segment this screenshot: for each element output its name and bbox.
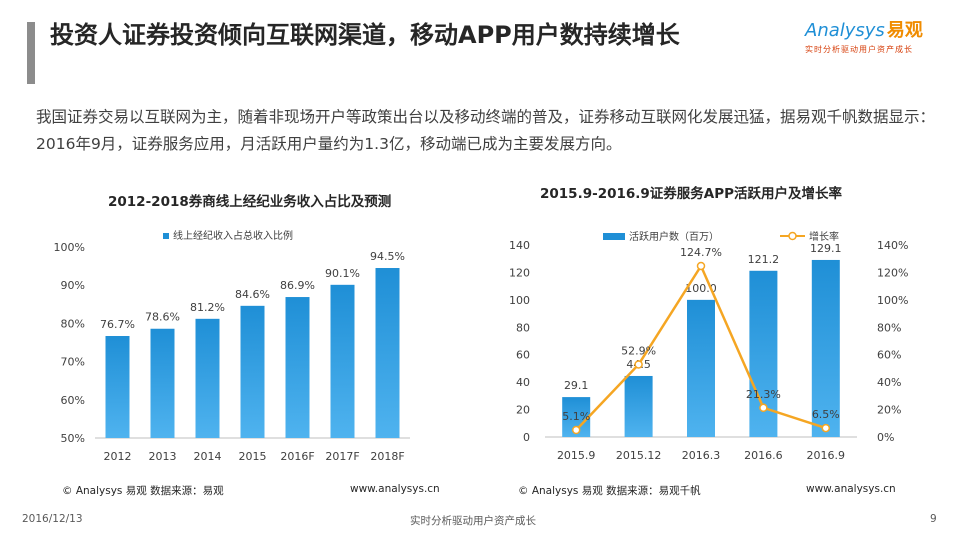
left-bar <box>330 284 355 438</box>
left-bar <box>375 268 400 438</box>
left-bar <box>105 336 130 438</box>
right-x-tick-label: 2016.6 <box>744 449 783 462</box>
left-bar-value-label: 76.7% <box>100 318 135 331</box>
right-growth-label: 21.3% <box>746 388 781 401</box>
left-bar-value-label: 86.9% <box>280 279 315 292</box>
left-legend-swatch <box>163 233 169 239</box>
right-growth-point <box>634 360 643 369</box>
right-bar <box>624 375 653 437</box>
left-x-tick-label: 2015 <box>239 450 267 463</box>
right-growth-point <box>759 403 768 413</box>
left-bar-value-label: 78.6% <box>145 311 180 324</box>
right-right-y-tick-label: 40% <box>877 376 901 389</box>
right-left-y-tick-label: 40 <box>516 376 530 389</box>
footer-page-number: 9 <box>930 513 937 525</box>
left-legend-label: 线上经纪收入占总收入比例 <box>173 229 293 242</box>
right-right-y-tick-label: 60% <box>877 349 901 362</box>
right-growth-label: 124.7% <box>680 246 722 259</box>
right-left-y-tick-label: 0 <box>523 431 530 444</box>
logo-brand: Analysys <box>805 20 885 41</box>
left-x-tick-label: 2013 <box>149 450 177 463</box>
right-growth-point <box>696 261 706 271</box>
right-growth-label: 52.9% <box>621 344 656 357</box>
left-bar-chart: 50% 60% 70% 80% 90% 100% 线上经纪收入占总收入比例 76.7% 2012… <box>54 229 410 463</box>
left-x-tick-label: 2018F <box>370 450 404 463</box>
left-bar-value-label: 90.1% <box>325 267 360 280</box>
left-x-tick-label: 2016F <box>280 450 314 463</box>
right-right-y-tick-label: 100% <box>877 294 908 307</box>
left-chart-title: 2012-2018券商线上经纪业务收入占比及预测 <box>108 194 392 210</box>
right-x-tick-label: 2016.9 <box>807 449 846 462</box>
page-title: 投资人证券投资倾向互联网渠道，移动APP用户数持续增长 <box>50 21 680 49</box>
right-bar <box>811 259 840 437</box>
title-accent-bar <box>27 22 35 84</box>
left-y-tick-label: 80% <box>61 317 85 330</box>
left-y-tick-label: 60% <box>61 394 85 407</box>
right-legend-line-marker <box>788 231 797 241</box>
left-x-tick-label: 2012 <box>104 450 132 463</box>
left-bar <box>240 305 265 438</box>
right-source: © Analysys 易观 数据来源：易观千帆 <box>518 485 701 497</box>
right-bar-value-label: 129.1 <box>810 242 842 255</box>
left-source: © Analysys 易观 数据来源：易观 <box>62 485 224 497</box>
right-growth-label: 5.1% <box>562 410 590 423</box>
left-bar <box>150 328 175 438</box>
left-x-tick-label: 2014 <box>194 450 222 463</box>
right-right-y-tick-label: 20% <box>877 404 901 417</box>
right-left-y-tick-label: 100 <box>509 294 530 307</box>
right-left-y-tick-label: 60 <box>516 349 530 362</box>
left-y-tick-label: 90% <box>61 279 85 292</box>
right-right-y-tick-label: 140% <box>877 239 908 252</box>
right-x-tick-label: 2016.3 <box>682 449 721 462</box>
left-bar <box>285 297 310 438</box>
intro-paragraph: 我国证券交易以互联网为主，随着非现场开户等政策出台以及移动终端的普及，证券移动互… <box>36 108 936 153</box>
right-legend-bar-swatch <box>603 233 625 240</box>
left-bar-value-label: 84.6% <box>235 288 270 301</box>
left-x-tick-label: 2017F <box>325 450 359 463</box>
right-right-y-tick-label: 120% <box>877 266 908 279</box>
left-y-tick-label: 70% <box>61 356 85 369</box>
right-right-y-tick-label: 80% <box>877 321 901 334</box>
left-bar-value-label: 94.5% <box>370 250 405 263</box>
right-url: www.analysys.cn <box>806 483 896 495</box>
left-y-tick-label: 100% <box>54 241 85 254</box>
right-left-y-tick-label: 140 <box>509 239 530 252</box>
left-bar <box>195 318 220 438</box>
right-legend-line-label: 增长率 <box>809 230 839 243</box>
right-left-y-tick-label: 20 <box>516 404 530 417</box>
right-growth-point <box>571 425 581 435</box>
right-bar-value-label: 29.1 <box>564 379 589 392</box>
left-bar-value-label: 81.2% <box>190 301 225 314</box>
right-growth-point <box>821 423 831 433</box>
right-x-tick-label: 2015.9 <box>557 449 596 462</box>
footer-date: 2016/12/13 <box>22 513 83 525</box>
footer-tagline: 实时分析驱动用户资产成长 <box>410 515 536 527</box>
right-bar <box>687 299 715 437</box>
right-x-tick-label: 2015.12 <box>616 449 662 462</box>
right-bar-value-label: 121.2 <box>748 253 780 266</box>
right-legend-bar-label: 活跃用户数（百万） <box>629 230 719 243</box>
left-url: www.analysys.cn <box>350 483 440 495</box>
logo-brand-cn: 易观 <box>886 20 923 41</box>
left-y-tick-label: 50% <box>61 432 85 445</box>
analysys-logo: Analysys 易观 实时分析驱动用户资产成长 <box>805 16 945 60</box>
right-right-y-tick-label: 0% <box>877 431 894 444</box>
right-left-y-tick-label: 80 <box>516 321 530 334</box>
right-growth-label: 6.5% <box>812 408 840 421</box>
logo-tagline: 实时分析驱动用户资产成长 <box>805 45 913 54</box>
right-combo-chart: 0 20 40 60 80 100 120 140 0% 20% 40% 60% 80% 100% 120%… <box>509 230 908 462</box>
right-chart-title: 2015.9-2016.9证券服务APP活跃用户及增长率 <box>540 186 843 202</box>
right-left-y-tick-label: 120 <box>509 266 530 279</box>
